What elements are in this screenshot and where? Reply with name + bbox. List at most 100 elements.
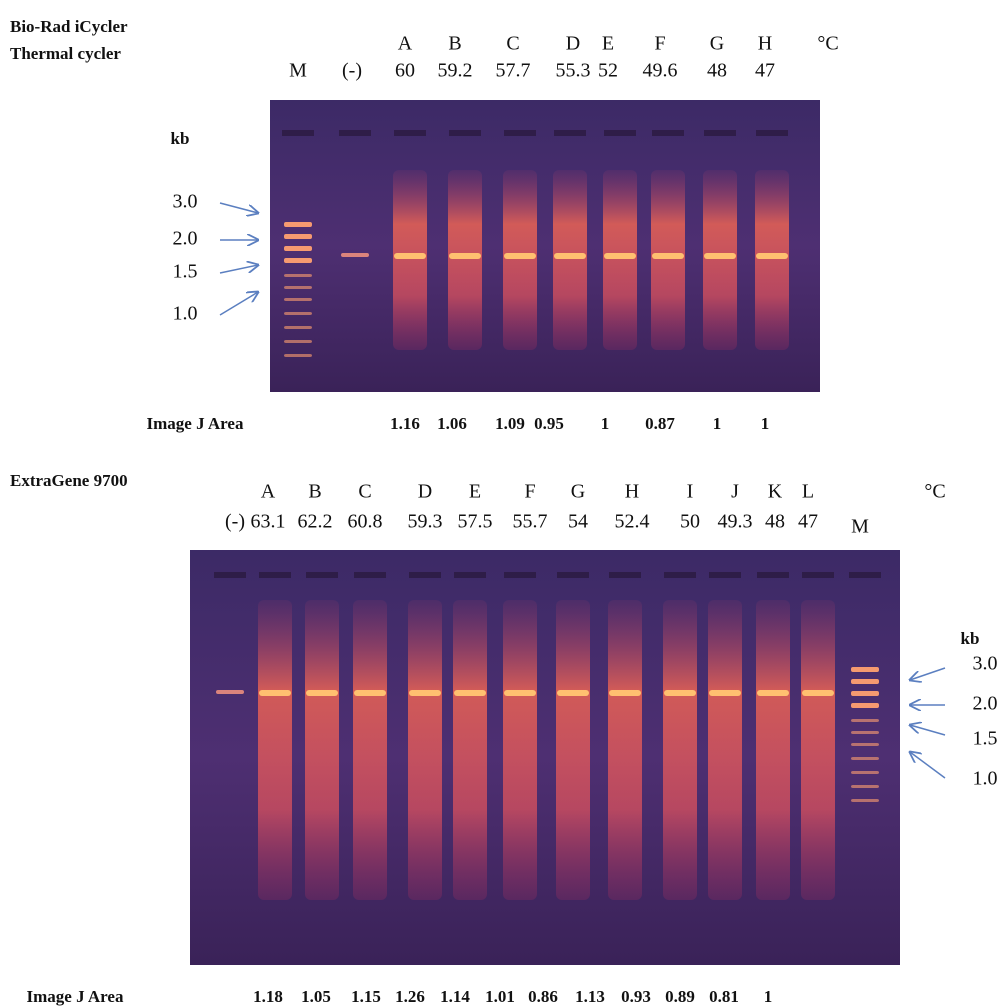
lane-letter: I: [687, 481, 694, 503]
well: [394, 130, 426, 136]
marker-size: 2.0: [173, 228, 198, 250]
lane-temp: 59.2: [438, 60, 473, 82]
band: [354, 690, 386, 696]
area-value: 0.89: [665, 987, 695, 1006]
smear: [651, 170, 685, 350]
unit: °C: [817, 33, 838, 55]
area-value: 1.14: [440, 987, 470, 1006]
gel: [190, 550, 900, 965]
lane-temp: 52: [598, 60, 618, 82]
lane-temp: 55.3: [556, 60, 591, 82]
band: [802, 690, 834, 696]
area-value: 1.01: [485, 987, 515, 1006]
lane-letter: E: [469, 481, 481, 503]
smear: [608, 600, 642, 900]
well: [604, 130, 636, 136]
well: [849, 572, 881, 578]
area-label: Image J Area: [147, 414, 244, 433]
band: [409, 690, 441, 696]
area-value: 1.06: [437, 414, 467, 433]
area-value: 1.16: [390, 414, 420, 433]
smear: [708, 600, 742, 900]
smear: [353, 600, 387, 900]
marker-band: [284, 246, 312, 251]
unit: °C: [924, 481, 945, 503]
well: [354, 572, 386, 578]
lane-temp: 49.6: [643, 60, 678, 82]
lane-letter: A: [261, 481, 276, 503]
lane-temp: 54: [568, 511, 588, 533]
well: [554, 130, 586, 136]
area-value: 1.09: [495, 414, 525, 433]
marker-band: [851, 667, 879, 672]
marker-size: 1.5: [173, 261, 198, 283]
marker-band: [851, 679, 879, 684]
smear: [556, 600, 590, 900]
arrow: [219, 265, 258, 274]
lane-temp: 48: [765, 511, 785, 533]
area-value: 0.93: [621, 987, 651, 1006]
lane-letter: G: [710, 33, 724, 55]
well: [339, 130, 371, 136]
marker-size: 1.5: [973, 728, 998, 750]
lane-temp: 55.7: [513, 511, 548, 533]
well: [449, 130, 481, 136]
lane-letter: A: [398, 33, 413, 55]
lane-name: M: [289, 60, 307, 82]
marker-size: 2.0: [973, 693, 998, 715]
marker-size: 3.0: [173, 191, 198, 213]
lane-temp: 57.7: [496, 60, 531, 82]
lane-letter: E: [602, 33, 614, 55]
marker-band: [284, 298, 312, 301]
smear: [603, 170, 637, 350]
band: [609, 690, 641, 696]
marker-band: [284, 274, 312, 277]
well: [306, 572, 338, 578]
band: [449, 253, 481, 259]
well: [709, 572, 741, 578]
marker-band: [851, 757, 879, 760]
marker-band: [851, 743, 879, 746]
area-value: 0.86: [528, 987, 558, 1006]
lane-temp: 47: [755, 60, 775, 82]
arrow: [219, 202, 258, 213]
lane-letter: B: [308, 481, 321, 503]
smear: [503, 600, 537, 900]
marker-band: [284, 234, 312, 239]
marker-band: [284, 354, 312, 357]
area-value: 1: [601, 414, 610, 433]
band: [504, 253, 536, 259]
well: [259, 572, 291, 578]
smear: [393, 170, 427, 350]
lane-letter: H: [758, 33, 772, 55]
area-value: 1: [761, 414, 770, 433]
lane-letter: B: [448, 33, 461, 55]
smear: [305, 600, 339, 900]
panel-title: Bio-Rad iCycler: [10, 17, 128, 36]
well: [757, 572, 789, 578]
arrow: [219, 292, 258, 316]
band: [709, 690, 741, 696]
lane-temp: 50: [680, 511, 700, 533]
area-value: 0.81: [709, 987, 739, 1006]
well: [557, 572, 589, 578]
well: [652, 130, 684, 136]
lane-temp: 60: [395, 60, 415, 82]
band: [757, 690, 789, 696]
lane-letter: H: [625, 481, 639, 503]
area-value: 1.26: [395, 987, 425, 1006]
lane-letter: G: [571, 481, 585, 503]
area-label: Image J Area: [27, 987, 124, 1006]
lane-letter: C: [506, 33, 519, 55]
marker-band: [284, 312, 312, 315]
well: [504, 130, 536, 136]
area-value: 1.13: [575, 987, 605, 1006]
marker-size: 3.0: [973, 653, 998, 675]
well: [664, 572, 696, 578]
marker-band: [851, 771, 879, 774]
marker-band: [284, 340, 312, 343]
lane-temp: 63.1: [251, 511, 286, 533]
marker-band: [851, 731, 879, 734]
marker-size: 1.0: [973, 768, 998, 790]
